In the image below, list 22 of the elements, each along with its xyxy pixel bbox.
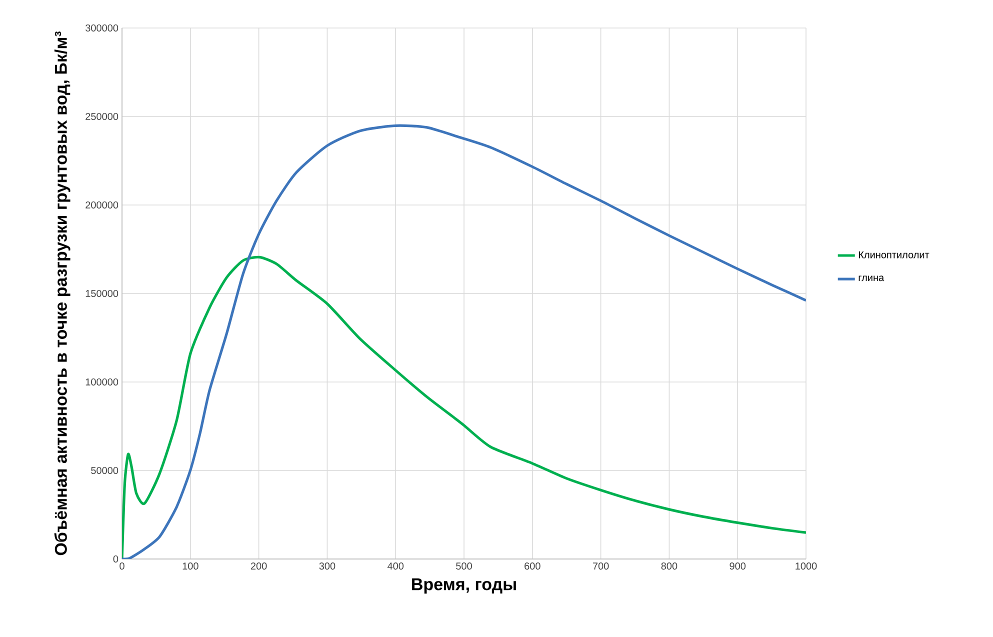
x-tick-label: 500	[456, 562, 472, 570]
x-tick-label: 0	[120, 562, 124, 570]
legend-label: глина	[858, 276, 884, 282]
x-tick-label: 1000	[796, 562, 817, 570]
x-tick-label: 200	[250, 562, 267, 570]
x-tick-label: 700	[592, 562, 609, 570]
x-axis-title: Время, годы	[412, 578, 516, 594]
y-tick-label: 300000	[85, 24, 118, 32]
x-tick-label: 300	[319, 562, 336, 570]
x-tick-label: 900	[730, 562, 746, 570]
x-tick-label: 400	[388, 562, 404, 570]
legend-label: Клиноптилолит	[858, 251, 930, 258]
y-tick-label: 250000	[86, 112, 118, 120]
y-tick-label: 150000	[86, 290, 118, 298]
y-axis-title: Объёмная активность в точке разгрузки грунтовых вод, Бк/м³	[54, 31, 70, 556]
y-tick-label: 0	[113, 555, 118, 563]
x-tick-label: 100	[182, 562, 198, 570]
x-tick-label: 800	[661, 562, 678, 570]
y-tick-label: 100000	[86, 378, 118, 386]
x-tick-label: 600	[524, 562, 540, 570]
y-tick-label: 200000	[86, 201, 118, 209]
y-tick-label: 50000	[91, 466, 118, 474]
